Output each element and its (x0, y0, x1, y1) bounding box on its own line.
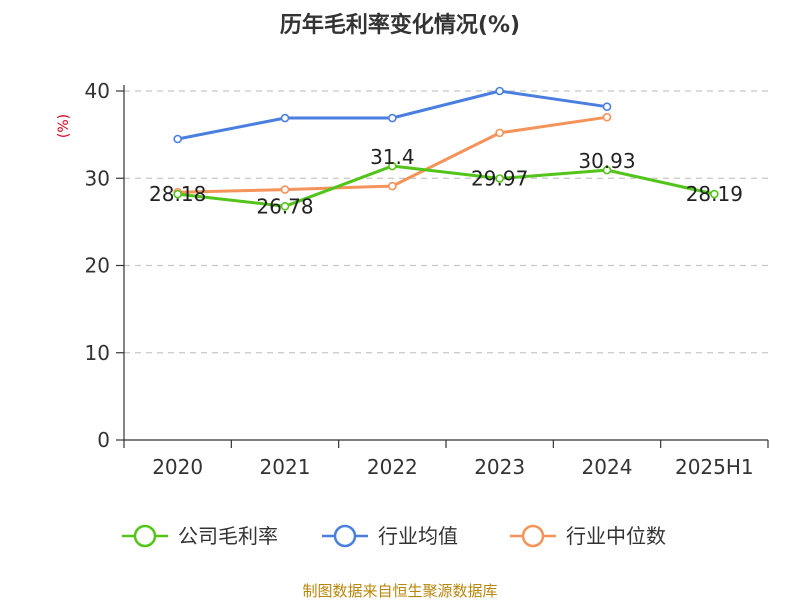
y-tick-label: 20 (85, 254, 110, 278)
data-labels: 28.18 26.78 31.4 29.97 30.93 28.19 (149, 145, 743, 218)
x-tick-label: 2025H1 (675, 455, 754, 479)
y-tick-labels: 0 10 20 30 40 (85, 79, 110, 452)
data-label: 28.18 (149, 182, 206, 206)
data-point (602, 165, 612, 175)
data-point (710, 189, 719, 199)
legend-marker (333, 524, 357, 548)
legend: 公司毛利率 行业均值 行业中位数 (122, 524, 666, 548)
x-tick-labels: 2020 2021 2022 2023 2024 2025H1 (152, 455, 753, 479)
x-tick-label: 2023 (474, 455, 525, 479)
legend-label: 行业中位数 (566, 524, 666, 548)
data-label: 28.19 (686, 182, 743, 206)
series-line-0 (177, 164, 715, 208)
legend-marker (521, 524, 545, 548)
data-point (495, 174, 504, 183)
x-tick-label: 2024 (582, 455, 633, 479)
data-label: 31.4 (370, 145, 415, 169)
y-tick-label: 10 (85, 341, 110, 365)
y-tick-label: 0 (97, 428, 110, 452)
grid-lines (124, 90, 768, 354)
y-tick-label: 30 (85, 166, 110, 190)
legend-marker (133, 524, 157, 548)
data-point (495, 128, 504, 138)
y-tick-label: 40 (85, 79, 110, 103)
data-label: 30.93 (578, 149, 635, 173)
data-label: 26.78 (256, 194, 313, 218)
series-lines (173, 86, 719, 211)
data-point (495, 86, 504, 96)
data-label: 29.97 (471, 167, 528, 191)
x-tick-label: 2022 (367, 455, 418, 479)
data-point (280, 202, 290, 211)
data-point (280, 185, 290, 194)
y-axis-label: (%) (56, 114, 72, 138)
data-point (173, 134, 182, 144)
data-point (388, 161, 397, 171)
data-point (388, 181, 397, 191)
data-point (602, 102, 612, 112)
data-point (280, 113, 290, 123)
data-point (388, 113, 397, 123)
legend-label: 行业均值 (378, 524, 458, 548)
chart-title: 历年毛利率变化情况(%) (280, 12, 520, 38)
data-point (173, 189, 182, 199)
source-footer: 制图数据来自恒生聚源数据库 (302, 582, 497, 600)
axes (116, 85, 769, 448)
x-tick-label: 2020 (152, 455, 203, 479)
x-tick-label: 2021 (260, 455, 311, 479)
data-point (602, 112, 612, 122)
legend-label: 公司毛利率 (178, 524, 278, 548)
